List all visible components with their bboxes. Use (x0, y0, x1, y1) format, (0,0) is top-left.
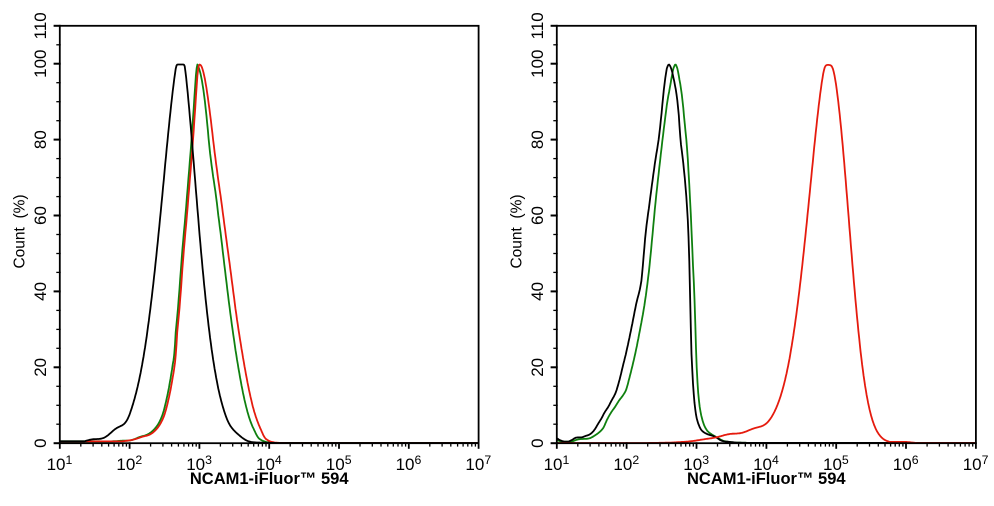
svg-text:0: 0 (528, 438, 547, 447)
svg-text:100: 100 (31, 50, 50, 78)
svg-text:60: 60 (31, 206, 50, 225)
svg-text:20: 20 (31, 358, 50, 377)
svg-text:NCAM1-iFluor™ 594: NCAM1-iFluor™ 594 (190, 470, 349, 488)
svg-text:Count (%): Count (%) (508, 194, 525, 268)
svg-text:60: 60 (528, 206, 547, 225)
svg-text:40: 40 (528, 282, 547, 301)
svg-text:110: 110 (31, 12, 50, 39)
svg-text:20: 20 (528, 358, 547, 377)
svg-text:40: 40 (31, 282, 50, 301)
svg-text:0: 0 (31, 438, 50, 447)
svg-text:100: 100 (528, 50, 547, 78)
svg-text:80: 80 (528, 130, 547, 149)
svg-text:110: 110 (528, 12, 547, 39)
svg-text:NCAM1-iFluor™ 594: NCAM1-iFluor™ 594 (687, 470, 846, 488)
svg-text:80: 80 (31, 130, 50, 149)
svg-text:Count (%): Count (%) (11, 194, 28, 268)
